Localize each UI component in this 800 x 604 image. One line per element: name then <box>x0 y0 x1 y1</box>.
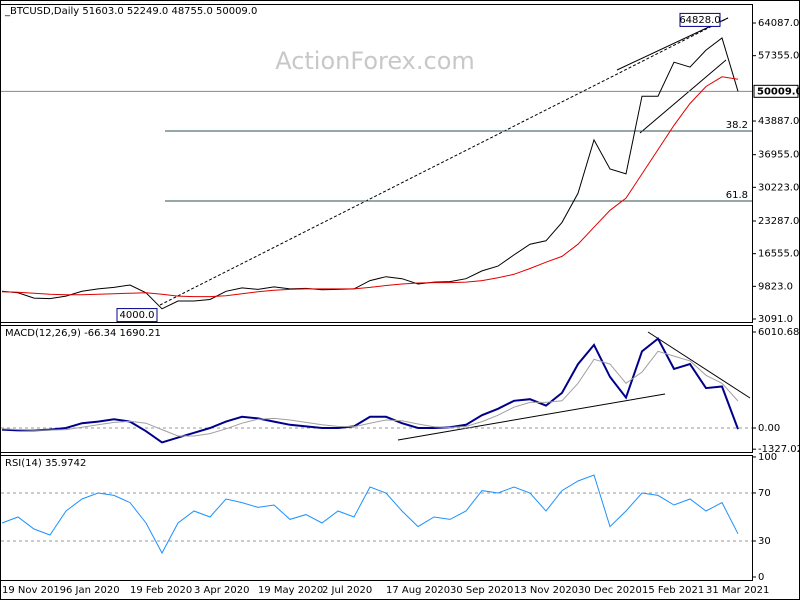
fib-label: 61.8 <box>726 190 748 201</box>
y-tick-label: 16555.0 <box>758 249 799 260</box>
trendline <box>159 17 729 306</box>
price-panel <box>0 4 753 323</box>
x-tick-label: 19 May 2020 <box>258 585 323 596</box>
y-tick-label: 9823.0 <box>758 281 793 292</box>
series-line <box>1 350 739 437</box>
y-tick-label: 0 <box>758 572 764 583</box>
x-tick-label: 30 Dec 2020 <box>578 585 642 596</box>
y-tick-label: 36955.0 <box>758 150 799 161</box>
macd-trendline <box>647 331 751 399</box>
x-tick-label: 30 Sep 2020 <box>450 585 513 596</box>
x-tick-label: 19 Nov 2019 <box>2 585 66 596</box>
macd-trendline <box>397 393 666 441</box>
rsi-title: RSI(14) 35.9742 <box>5 458 86 469</box>
macd-panel <box>0 325 753 453</box>
last-price-box <box>753 84 799 98</box>
series-line <box>1 37 739 310</box>
y-tick-label: 70 <box>758 488 771 499</box>
y-tick-label: 30223.0 <box>758 182 799 193</box>
y-tick-label: 57355.0 <box>758 51 799 62</box>
x-tick-label: 3 Apr 2020 <box>194 585 249 596</box>
y-tick-label: 30 <box>758 536 771 547</box>
annotation-label: 4000.0 <box>120 310 155 321</box>
x-tick-label: 13 Nov 2020 <box>514 585 578 596</box>
series-line <box>1 337 739 444</box>
last-price-label: 50009.0 <box>757 86 800 97</box>
y-tick-label: 6010.68 <box>758 327 799 338</box>
series-line <box>1 474 739 555</box>
watermark: ActionForex.com <box>275 47 475 75</box>
annotation-box <box>116 308 158 323</box>
series-line <box>1 76 739 298</box>
channel-line <box>639 59 727 134</box>
x-tick-label: 17 Aug 2020 <box>386 585 450 596</box>
x-tick-label: 6 Jan 2020 <box>66 585 120 596</box>
y-tick-label: 0.00 <box>758 423 780 434</box>
annotation-box <box>679 12 721 27</box>
annotation-label: 64828.0 <box>679 15 720 26</box>
x-tick-label: 19 Feb 2020 <box>130 585 192 596</box>
y-tick-label: 3091.0 <box>758 314 793 325</box>
y-tick-label: 64087.0 <box>758 18 799 29</box>
rsi-panel <box>0 455 753 581</box>
macd-title: MACD(12,26,9) -66.34 1690.21 <box>5 328 161 339</box>
y-tick-label: -1327.02 <box>758 444 800 455</box>
x-tick-label: 15 Feb 2021 <box>642 585 704 596</box>
y-tick-label: 100 <box>758 452 777 463</box>
y-tick-label: 23287.0 <box>758 216 799 227</box>
price-title: _BTCUSD,Daily 51603.0 52249.0 48755.0 50… <box>4 6 257 17</box>
fib-label: 38.2 <box>726 120 748 131</box>
x-tick-label: 2 Jul 2020 <box>322 585 372 596</box>
y-tick-label: 43887.0 <box>758 116 799 127</box>
x-tick-label: 31 Mar 2021 <box>706 585 769 596</box>
